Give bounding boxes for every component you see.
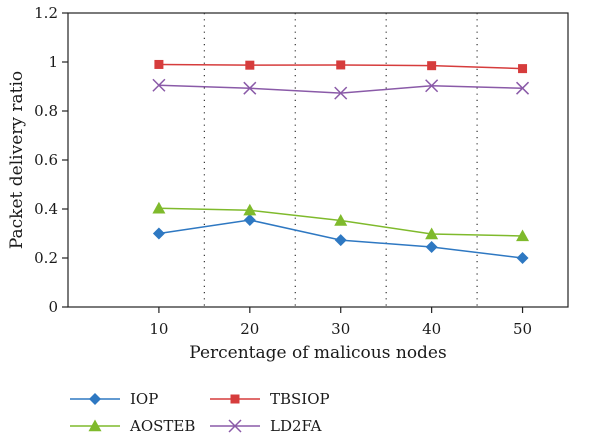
x-tick-label: 30	[331, 320, 350, 338]
data-point-ld2fa	[516, 81, 530, 95]
data-point-aosteb	[516, 229, 530, 242]
x-marker-stroke	[243, 81, 257, 95]
x-marker-stroke	[334, 86, 348, 100]
legend: IOP TBSIOP AOSTEB LD2FA	[70, 390, 330, 435]
plot-frame	[67, 12, 569, 308]
series-ld2fa	[152, 78, 530, 100]
y-axis-title: Packet delivery ratio	[7, 71, 27, 249]
data-point-ld2fa	[243, 81, 257, 95]
legend-label: LD2FA	[270, 417, 322, 435]
data-point-aosteb	[334, 214, 348, 226]
series-iop	[152, 214, 529, 264]
series-aosteb	[152, 201, 530, 242]
data-point-aosteb	[152, 201, 166, 214]
y-tick-label: 0	[48, 298, 58, 316]
legend-item-iop: IOP	[70, 390, 158, 408]
legend-marker	[89, 393, 101, 405]
y-tick-label: 1	[48, 53, 58, 71]
x-marker-stroke	[228, 419, 242, 433]
data-point-tbsiop	[245, 60, 255, 70]
legend-item-ld2fa: LD2FA	[210, 417, 322, 435]
data-point-iop	[152, 227, 165, 240]
x-marker-stroke	[516, 81, 530, 95]
y-tick-label: 1.2	[34, 4, 58, 22]
data-point-ld2fa	[425, 79, 439, 93]
data-point-iop	[516, 252, 529, 264]
y-axis-ticks: 0 0.2 0.4 0.6 0.8 1 1.2	[34, 4, 68, 316]
y-tick-label: 0.8	[34, 102, 58, 120]
series-tbsiop	[154, 59, 528, 74]
legend-marker	[228, 419, 242, 433]
legend-label: IOP	[130, 390, 158, 408]
legend-item-tbsiop: TBSIOP	[210, 390, 330, 408]
data-point-aosteb	[243, 203, 257, 216]
y-tick-label: 0.2	[34, 249, 58, 267]
data-point-ld2fa	[334, 86, 348, 100]
series-layer	[152, 59, 530, 264]
x-axis-title: Percentage of malicous nodes	[189, 343, 446, 363]
x-marker-stroke	[425, 79, 439, 93]
x-tick-label: 10	[149, 320, 168, 338]
x-tick-label: 40	[422, 320, 441, 338]
x-axis-ticks: 10 20 30 40 50	[149, 307, 532, 338]
data-point-iop	[334, 234, 347, 247]
y-tick-label: 0.4	[34, 200, 58, 218]
legend-item-aosteb: AOSTEB	[70, 417, 195, 435]
data-point-tbsiop	[154, 59, 164, 69]
data-point-aosteb	[425, 227, 439, 240]
data-point-tbsiop	[427, 61, 437, 71]
y-tick-label: 0.6	[34, 151, 58, 169]
legend-marker	[230, 394, 240, 404]
x-tick-label: 50	[513, 320, 532, 338]
x-marker-stroke	[152, 78, 166, 92]
data-point-iop	[243, 214, 256, 227]
series-line-ld2fa	[158, 84, 523, 94]
data-point-ld2fa	[152, 78, 166, 92]
legend-label: AOSTEB	[129, 417, 195, 435]
legend-marker	[88, 419, 102, 432]
data-point-iop	[425, 240, 438, 253]
vertical-dotted-lines	[203, 13, 478, 307]
x-tick-label: 20	[240, 320, 259, 338]
data-point-tbsiop	[518, 64, 528, 74]
data-point-tbsiop	[336, 60, 346, 70]
legend-label: TBSIOP	[270, 390, 330, 408]
